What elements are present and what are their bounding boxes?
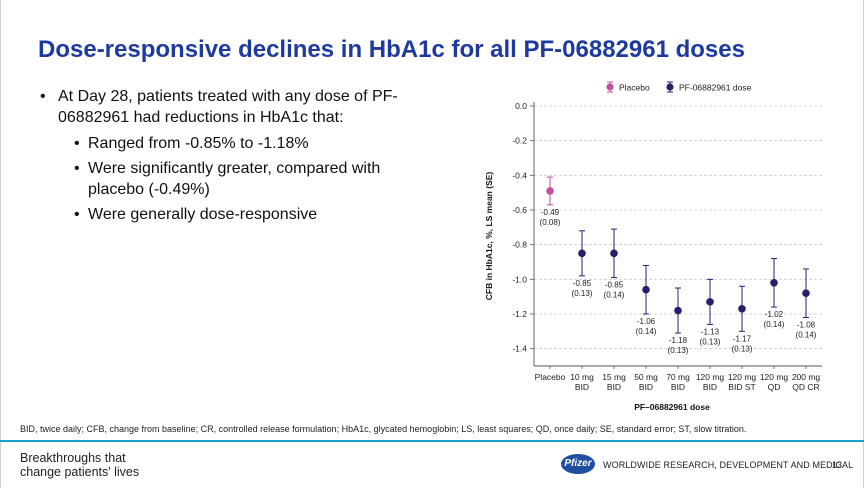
sub-bullet: Were significantly greater, compared wit… (58, 158, 440, 200)
data-point (706, 298, 714, 306)
y-tick-label: 0.0 (515, 101, 527, 111)
data-label-se: (0.14) (604, 291, 625, 300)
plot-area: 0.0 -0.2 -0.4 -0.6 -0.8 -1.0 -1.2 -1.4 Placebo 10… (512, 101, 822, 392)
y-tick-label: -0.2 (512, 136, 527, 146)
x-tick-label: 15 mg (602, 372, 626, 382)
x-tick-label: 50 mg (634, 372, 658, 382)
y-axis-label: CFB in HbA1c, %, LS mean (SE) (484, 172, 494, 301)
tagline-line: Breakthroughs that (20, 451, 126, 465)
bullet-main-text: At Day 28, patients treated with any dos… (58, 88, 398, 126)
y-tick-label: -0.6 (512, 205, 527, 215)
data-point (674, 306, 682, 315)
footnote: BID, twice daily; CFB, change from basel… (20, 424, 747, 434)
x-tick-label: QD CR (792, 382, 819, 392)
y-tick-label: -0.8 (512, 240, 527, 250)
x-tick-label: BID (671, 382, 685, 392)
sub-bullet-list: Ranged from -0.85% to -1.18% Were signif… (58, 133, 440, 225)
x-tick-label: 70 mg (666, 372, 690, 382)
data-label-se: (0.08) (540, 218, 561, 227)
data-point (738, 305, 746, 313)
division-name: WORLDWIDE RESEARCH, DEVELOPMENT AND MEDI… (603, 460, 854, 470)
data-label-mean: -1.18 (669, 336, 688, 345)
data-label-mean: -1.06 (637, 317, 656, 326)
data-label-mean: -0.49 (541, 208, 560, 217)
page-number: 13 (832, 460, 843, 470)
y-tick-label: -1.0 (512, 274, 527, 284)
legend-placebo-marker (606, 83, 614, 91)
x-tick-label: QD (768, 382, 781, 392)
x-tick-label: BID (607, 382, 621, 392)
sub-bullet: Were generally dose-responsive (58, 204, 440, 225)
tagline-line: change patients' lives (20, 465, 140, 479)
bullet-main: At Day 28, patients treated with any dos… (40, 86, 440, 225)
x-tick-label: 10 mg (570, 372, 594, 382)
data-point (546, 187, 554, 195)
hba1c-dose-chart: Placebo PF-06882961 dose CFB in HbA1c, %… (484, 81, 822, 412)
data-point (642, 285, 650, 294)
slide-title: Dose-responsive declines in HbA1c for al… (38, 36, 745, 63)
data-label-se: (0.14) (764, 320, 785, 329)
x-tick-label: BID ST (728, 382, 755, 392)
data-point (578, 249, 586, 258)
sub-bullet: Ranged from -0.85% to -1.18% (58, 133, 440, 154)
data-point (770, 279, 778, 287)
legend-drug-label: PF-06882961 dose (679, 83, 752, 93)
data-label-mean: -1.02 (765, 310, 784, 319)
footer-rule (0, 440, 864, 442)
y-tick-label: -0.4 (512, 170, 527, 180)
x-tick-label: 120 mg (696, 372, 725, 382)
data-label-mean: -0.85 (573, 279, 592, 288)
data-point (802, 289, 810, 297)
data-label-se: (0.13) (732, 344, 753, 353)
x-tick-label: BID (639, 382, 653, 392)
legend-placebo-label: Placebo (619, 83, 650, 93)
data-label-se: (0.14) (636, 327, 657, 336)
y-tick-label: -1.2 (512, 309, 527, 319)
data-point (610, 249, 618, 258)
x-tick-label: 120 mg (760, 372, 789, 382)
x-tick-label: Placebo (535, 372, 566, 382)
data-label-mean: -1.17 (733, 334, 752, 343)
bullet-list: At Day 28, patients treated with any dos… (40, 86, 440, 229)
data-label-se: (0.13) (668, 346, 689, 355)
legend: Placebo PF-06882961 dose (606, 81, 752, 93)
tagline: Breakthroughs that change patients' live… (20, 451, 139, 479)
data-label-mean: -1.08 (797, 320, 816, 329)
data-label-mean: -1.13 (701, 327, 720, 336)
legend-drug-marker (666, 83, 674, 91)
x-axis-label: PF–06882961 dose (634, 402, 710, 412)
data-label-se: (0.13) (572, 289, 593, 298)
x-tick-label: 200 mg (792, 372, 821, 382)
data-label-se: (0.14) (796, 330, 817, 339)
x-tick-label: BID (575, 382, 589, 392)
data-label-mean: -0.85 (605, 281, 624, 290)
pfizer-logo: Pfizer (561, 454, 595, 474)
x-tick-label: BID (703, 382, 717, 392)
y-tick-label: -1.4 (512, 344, 527, 354)
data-label-se: (0.13) (700, 337, 721, 346)
x-tick-label: 120 mg (728, 372, 757, 382)
